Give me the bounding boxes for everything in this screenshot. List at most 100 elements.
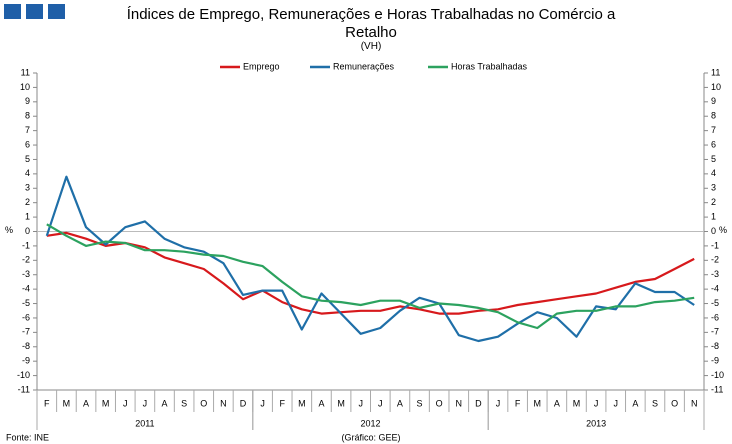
y-tick-label: -5 [22, 298, 30, 308]
year-label: 2011 [135, 418, 154, 428]
y2-tick-label: 9 [711, 96, 716, 106]
x-tick-label: A [632, 398, 638, 408]
x-tick-label: O [200, 398, 207, 408]
y2-tick-label: -3 [711, 269, 719, 279]
y-tick-label: 7 [25, 125, 30, 135]
x-tick-label: S [417, 398, 423, 408]
x-tick-label: F [515, 398, 521, 408]
y-tick-label: -11 [18, 384, 30, 394]
y-tick-label: -10 [17, 370, 30, 380]
y2-tick-label: 5 [711, 154, 716, 164]
x-tick-label: M [63, 398, 71, 408]
x-tick-label: A [318, 398, 324, 408]
series-line [45, 175, 695, 343]
x-tick-label: M [573, 398, 581, 408]
x-tick-label: J [143, 398, 148, 408]
logo-block [48, 4, 65, 19]
x-tick-label: J [496, 398, 501, 408]
x-tick-label: O [671, 398, 678, 408]
logo-block [26, 4, 43, 19]
y2-tick-label: -7 [711, 327, 719, 337]
y-tick-label: 11 [21, 67, 30, 77]
y2-tick-label: -6 [711, 312, 719, 322]
x-tick-label: A [554, 398, 560, 408]
y-tick-label: 9 [25, 96, 30, 106]
y-tick-label: 3 [25, 183, 30, 193]
x-tick-label: S [181, 398, 187, 408]
x-tick-label: A [397, 398, 403, 408]
x-tick-label: J [123, 398, 128, 408]
y2-tick-label: 8 [711, 111, 716, 121]
legend-label: Emprego [243, 61, 280, 71]
y2-tick-label: -11 [711, 384, 723, 394]
x-tick-label: J [260, 398, 265, 408]
y-tick-label: 0 [25, 226, 30, 236]
x-tick-label: A [83, 398, 89, 408]
x-tick-label: M [337, 398, 345, 408]
x-tick-label: D [475, 398, 482, 408]
source: Fonte: INE [6, 432, 49, 442]
y2-tick-label: -4 [711, 284, 719, 294]
year-label: 2013 [586, 418, 606, 428]
chart-subtitle: (VH) [360, 41, 382, 52]
legend-label: Remunerações [333, 61, 395, 71]
y2-tick-label: -2 [711, 255, 719, 265]
x-tick-label: F [44, 398, 50, 408]
y2-tick-label: 7 [711, 125, 716, 135]
x-tick-label: J [378, 398, 383, 408]
x-tick-label: J [613, 398, 618, 408]
y-tick-label: 4 [25, 168, 30, 178]
y2-tick-label: -5 [711, 298, 719, 308]
y-tick-label: 2 [25, 197, 30, 207]
x-tick-label: O [436, 398, 443, 408]
year-label: 2012 [360, 418, 380, 428]
y-tick-label: -6 [22, 312, 30, 322]
y2-tick-label: 10 [711, 82, 721, 92]
y-tick-label: -1 [22, 240, 30, 250]
credit: (Gráfico: GEE) [341, 432, 400, 442]
y2-tick-label: 6 [711, 139, 716, 149]
y-tick-label: 6 [25, 139, 30, 149]
y-tick-label: -8 [22, 341, 30, 351]
y2-tick-label: 3 [711, 183, 716, 193]
y2-tick-label: -10 [711, 370, 724, 380]
y2-axis-label: % [719, 225, 727, 235]
y-tick-label: 5 [25, 154, 30, 164]
x-tick-label: J [358, 398, 363, 408]
series-line [46, 231, 695, 315]
legend-label: Horas Trabalhadas [451, 61, 528, 71]
x-tick-label: N [691, 398, 698, 408]
x-tick-label: D [240, 398, 247, 408]
chart-title: Índices de Emprego, Remunerações e Horas… [126, 6, 616, 41]
y-tick-label: -9 [22, 356, 30, 366]
y-tick-label: 8 [25, 111, 30, 121]
y2-tick-label: -8 [711, 341, 719, 351]
x-tick-label: S [652, 398, 658, 408]
y2-tick-label: 1 [711, 211, 716, 221]
y-tick-label: -4 [22, 284, 30, 294]
y2-tick-label: -9 [711, 356, 719, 366]
y2-tick-label: 0 [711, 226, 716, 236]
x-tick-label: F [279, 398, 285, 408]
y2-tick-label: -1 [711, 240, 719, 250]
y2-tick-label: 2 [711, 197, 716, 207]
y2-tick-label: 11 [711, 67, 720, 77]
y-axis-label: % [5, 225, 13, 235]
logo-block [4, 4, 21, 19]
series-line [46, 223, 695, 330]
x-tick-label: M [534, 398, 542, 408]
x-tick-label: N [456, 398, 463, 408]
x-tick-label: N [220, 398, 227, 408]
x-tick-label: M [298, 398, 306, 408]
y-tick-label: -3 [22, 269, 30, 279]
y-tick-label: -7 [22, 327, 30, 337]
y-tick-label: 10 [20, 82, 30, 92]
y-tick-label: 1 [25, 211, 30, 221]
y2-tick-label: 4 [711, 168, 716, 178]
x-tick-label: A [162, 398, 168, 408]
x-tick-label: J [594, 398, 599, 408]
y-tick-label: -2 [22, 255, 30, 265]
x-tick-label: M [102, 398, 110, 408]
